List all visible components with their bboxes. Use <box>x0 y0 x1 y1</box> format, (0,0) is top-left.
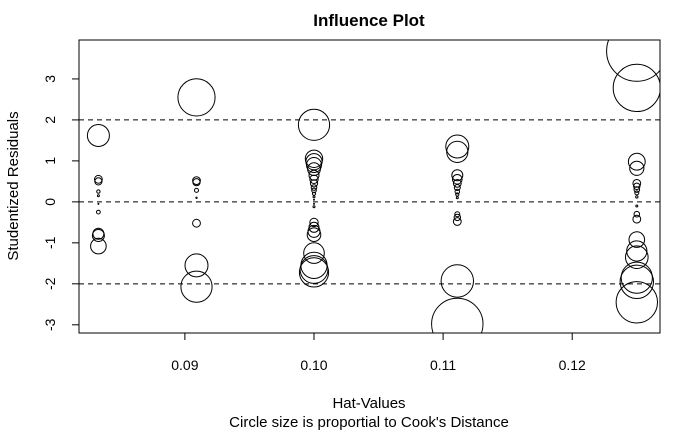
data-point <box>620 261 653 294</box>
y-tick-label: -3 <box>42 318 58 331</box>
reference-lines <box>79 119 660 285</box>
data-point <box>440 264 474 298</box>
y-axis-label: Studentized Residuals <box>5 111 22 260</box>
data-point <box>313 202 315 205</box>
data-point <box>309 217 319 228</box>
data-point <box>615 281 658 324</box>
data-point <box>310 184 318 191</box>
data-point <box>312 205 316 209</box>
data-point <box>304 149 324 169</box>
data-point <box>192 218 201 228</box>
data-point <box>313 198 315 201</box>
y-tick-label: 2 <box>42 116 58 124</box>
data-point <box>303 242 325 264</box>
data-point <box>606 40 660 82</box>
y-tick-label: -2 <box>42 277 58 290</box>
data-point <box>311 191 317 196</box>
data-point <box>192 178 201 187</box>
data-point <box>454 188 461 195</box>
data-point <box>446 140 469 163</box>
data-point <box>86 124 110 147</box>
data-point <box>453 213 461 222</box>
data-point <box>96 189 101 194</box>
data-point <box>452 217 462 226</box>
data-point <box>454 211 461 218</box>
data-point <box>306 157 322 173</box>
data-point <box>626 240 648 262</box>
x-tick-label: 0.10 <box>300 357 327 373</box>
chart-title: Influence Plot <box>313 11 425 30</box>
data-point <box>635 195 639 199</box>
y-tick-label: 3 <box>42 75 58 83</box>
data-point <box>180 270 213 303</box>
data-point <box>297 108 331 141</box>
data-point <box>299 255 329 284</box>
data-point <box>306 227 322 242</box>
data-point <box>90 237 107 255</box>
data-point <box>632 214 642 224</box>
data-point <box>445 134 470 159</box>
data-point <box>97 202 100 205</box>
data-point <box>619 264 654 299</box>
data-point <box>300 251 328 279</box>
y-tick-label: -1 <box>42 236 58 249</box>
x-tick-label: 0.11 <box>430 357 456 373</box>
data-point <box>96 194 100 198</box>
chart-subtitle: Circle size is proportial to Cook's Dist… <box>229 414 509 431</box>
data-point <box>431 297 484 333</box>
data-point <box>312 195 316 199</box>
points-layer <box>86 40 660 333</box>
data-point <box>455 196 459 200</box>
data-point <box>635 204 639 208</box>
data-point <box>612 63 660 112</box>
x-axis: 0.09 0.10 0.11 0.12 <box>171 332 586 373</box>
x-tick-label: 0.09 <box>171 357 198 373</box>
data-point <box>633 186 641 193</box>
data-point <box>192 176 201 186</box>
data-point <box>308 221 320 233</box>
data-point <box>184 253 209 278</box>
data-point <box>177 78 216 117</box>
data-point <box>452 179 462 188</box>
data-point <box>96 209 101 215</box>
data-point <box>91 229 105 242</box>
data-point <box>453 184 461 191</box>
data-point <box>309 179 319 188</box>
data-point <box>194 187 199 193</box>
data-point <box>633 182 641 191</box>
data-point <box>629 160 645 176</box>
data-point <box>298 257 330 288</box>
data-point <box>307 224 321 238</box>
data-point <box>451 169 464 182</box>
data-point <box>195 196 198 200</box>
data-point <box>627 152 646 171</box>
y-axis: -3 -2 -1 0 1 2 3 <box>42 75 80 331</box>
y-tick-label: 0 <box>42 198 58 206</box>
plot-frame <box>78 39 661 334</box>
data-point <box>628 231 646 248</box>
data-point <box>311 187 317 194</box>
data-point <box>625 245 649 270</box>
data-point <box>94 177 103 186</box>
y-tick-label: 1 <box>42 157 58 165</box>
data-point <box>633 210 641 218</box>
x-axis-label: Hat-Values <box>332 395 405 412</box>
data-point <box>309 174 319 185</box>
data-point <box>94 174 103 184</box>
x-tick-label: 0.12 <box>559 357 586 373</box>
data-point <box>634 190 640 196</box>
data-point <box>455 192 460 197</box>
